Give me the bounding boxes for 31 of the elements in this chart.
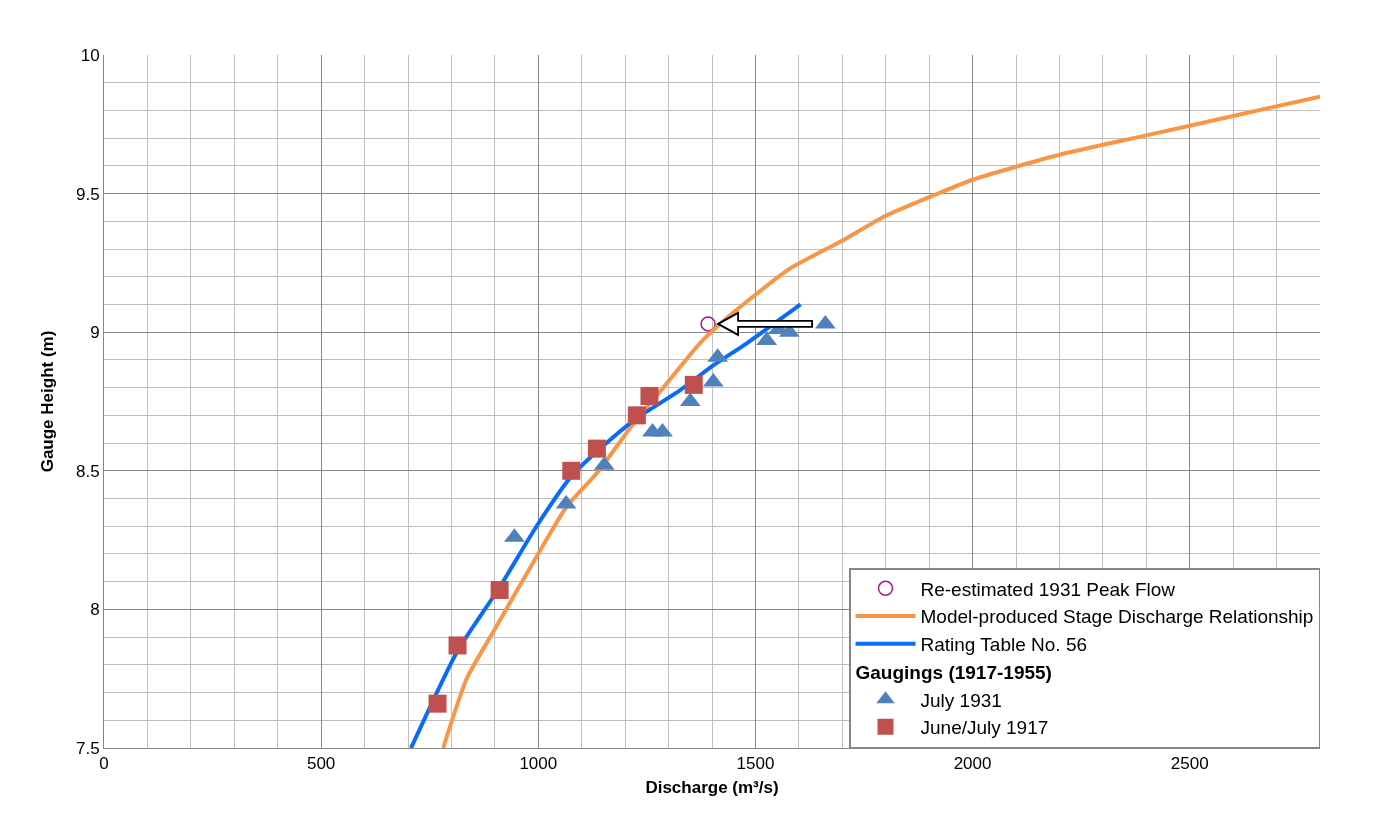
y-axis-title: Gauge Height (m) — [37, 330, 57, 473]
point — [448, 636, 467, 655]
point — [490, 581, 509, 599]
legend-label: Model-produced Stage Discharge Relationship — [920, 606, 1314, 628]
y-tick-label: 10 — [80, 45, 100, 65]
x-tick-label: 2000 — [953, 754, 992, 774]
legend-title: Gaugings (1917-1955) — [855, 661, 1052, 683]
legend-label: Re-estimated 1931 Peak Flow — [920, 578, 1176, 600]
x-tick-label: 500 — [306, 754, 336, 774]
y-tick-label: 8.5 — [75, 461, 100, 481]
line-series — [441, 94, 1320, 748]
point — [684, 375, 703, 394]
legend-label: Rating Table No. 56 — [920, 634, 1088, 656]
y-tick-label: 8 — [90, 600, 100, 620]
y-tick-label: 9 — [90, 323, 100, 343]
point — [428, 694, 447, 713]
point — [652, 422, 673, 437]
legend-label: June/July 1917 — [920, 717, 1049, 739]
x-tick-label: 1000 — [519, 754, 558, 774]
point — [562, 461, 581, 480]
point — [587, 439, 606, 458]
point — [627, 406, 646, 425]
legend-label: July 1931 — [920, 689, 1002, 711]
y-tick-label: 7.5 — [75, 738, 100, 758]
x-axis-title: Discharge (m³/s) — [645, 777, 779, 797]
x-tick-label: 1500 — [736, 754, 775, 774]
line-series — [409, 302, 803, 748]
x-tick-label: 2500 — [1170, 754, 1209, 774]
x-tick-label: 0 — [99, 754, 109, 774]
y-tick-label: 9.5 — [75, 184, 100, 204]
point — [640, 386, 659, 405]
